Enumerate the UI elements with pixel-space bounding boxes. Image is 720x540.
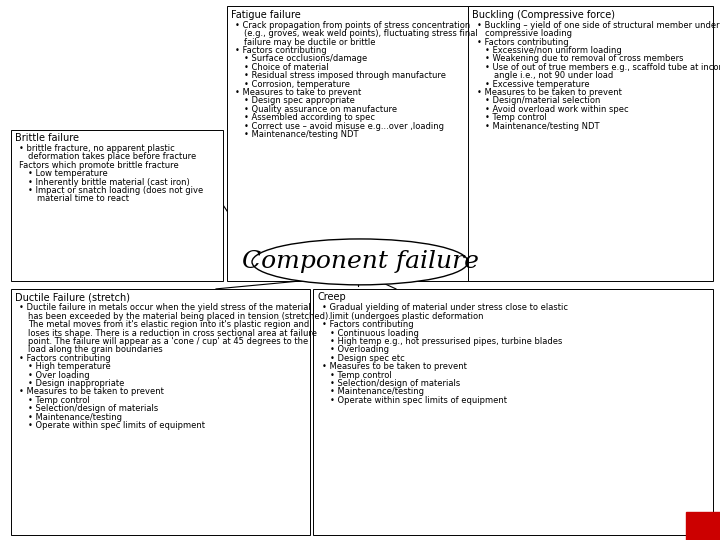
Text: • Measures to be taken to prevent: • Measures to be taken to prevent [19,387,164,396]
Text: • High temperature: • High temperature [28,362,111,371]
Text: failure may be ductile or brittle: failure may be ductile or brittle [244,38,376,46]
Text: • Design spec etc: • Design spec etc [330,354,405,363]
Text: • Buckling – yield of one side of structural member under axial: • Buckling – yield of one side of struct… [477,21,720,30]
Text: • Maintenance/testing NDT: • Maintenance/testing NDT [485,122,600,131]
Text: • Weakening due to removal of cross members: • Weakening due to removal of cross memb… [485,55,684,64]
Text: • Maintenance/testing NDT: • Maintenance/testing NDT [244,130,359,139]
Text: • Measures to take to prevent: • Measures to take to prevent [235,88,361,97]
Text: • Crack propagation from points of stress concentration: • Crack propagation from points of stres… [235,21,471,30]
Text: Ductile Failure (stretch): Ductile Failure (stretch) [15,292,130,302]
Text: • Gradual yielding of material under stress close to elastic: • Gradual yielding of material under str… [322,303,568,312]
Text: material time to react: material time to react [37,194,129,204]
Bar [686,512,720,540]
Text: • Selection/design of materials: • Selection/design of materials [28,404,158,413]
Text: Brittle failure: Brittle failure [15,133,79,143]
Text: Fatigue failure: Fatigue failure [231,10,301,20]
Text: • Selection/design of materials: • Selection/design of materials [330,379,461,388]
Text: • Temp control: • Temp control [28,396,90,404]
Text: • Factors contributing: • Factors contributing [235,46,327,55]
Text: • Choice of material: • Choice of material [244,63,329,72]
Bar [227,6,490,281]
Text: The metal moves from it's elastic region into it's plastic region and: The metal moves from it's elastic region… [28,320,310,329]
Bar [11,289,310,535]
Text: • Surface occlusions/damage: • Surface occlusions/damage [244,55,367,64]
Text: compressive loading: compressive loading [485,29,572,38]
Text: Factors which promote brittle fracture: Factors which promote brittle fracture [19,161,179,170]
Text: • Design inappropriate: • Design inappropriate [28,379,125,388]
Text: • Quality assurance on manufacture: • Quality assurance on manufacture [244,105,397,114]
Text: • Temp control: • Temp control [485,113,547,122]
Text: • Measures to be taken to prevent: • Measures to be taken to prevent [322,362,467,371]
Text: • Measures to be taken to prevent: • Measures to be taken to prevent [477,88,621,97]
Text: • Low temperature: • Low temperature [28,169,108,178]
Text: • Avoid overload work within spec: • Avoid overload work within spec [485,105,629,114]
Text: Component failure: Component failure [242,251,478,273]
Text: • Design/material selection: • Design/material selection [485,97,600,105]
Text: • Continuous loading: • Continuous loading [330,328,419,338]
Text: • Maintenance/testing: • Maintenance/testing [28,413,122,422]
Bar [313,289,713,535]
Text: • Inherently brittle material (cast iron): • Inherently brittle material (cast iron… [28,178,190,187]
Text: has been exceeded by the material being placed in tension (stretched).: has been exceeded by the material being … [28,312,331,321]
Text: • Factors contributing: • Factors contributing [477,38,568,46]
Text: • Use of out of true members e.g., scaffold tube at incorrect: • Use of out of true members e.g., scaff… [485,63,720,72]
Text: load along the grain boundaries: load along the grain boundaries [28,345,163,354]
Text: • Factors contributing: • Factors contributing [322,320,413,329]
Text: deformation takes place before fracture: deformation takes place before fracture [28,152,197,161]
Text: • High temp e.g., hot pressurised pipes, turbine blades: • High temp e.g., hot pressurised pipes,… [330,337,563,346]
Text: (e.g., groves, weak weld points), fluctuating stress final: (e.g., groves, weak weld points), fluctu… [244,29,478,38]
Text: angle i.e., not 90 under load: angle i.e., not 90 under load [494,71,613,80]
Text: • Factors contributing: • Factors contributing [19,354,111,363]
Text: • Ductile failure in metals occur when the yield stress of the material: • Ductile failure in metals occur when t… [19,303,311,312]
Ellipse shape [252,239,468,285]
Text: • Design spec appropriate: • Design spec appropriate [244,97,355,105]
Text: • brittle fracture, no apparent plastic: • brittle fracture, no apparent plastic [19,144,175,153]
Text: • Residual stress imposed through manufacture: • Residual stress imposed through manufa… [244,71,446,80]
Bar [11,130,223,281]
Text: Creep: Creep [318,292,346,302]
Text: • Operate within spec limits of equipment: • Operate within spec limits of equipmen… [28,421,205,430]
Text: • Operate within spec limits of equipment: • Operate within spec limits of equipmen… [330,396,508,404]
Text: • Impact or snatch loading (does not give: • Impact or snatch loading (does not giv… [28,186,203,195]
Text: Buckling (Compressive force): Buckling (Compressive force) [472,10,616,20]
Text: • Maintenance/testing: • Maintenance/testing [330,387,425,396]
Text: loses its shape. There is a reduction in cross sectional area at failure: loses its shape. There is a reduction in… [28,328,317,338]
Text: • Over loading: • Over loading [28,370,90,380]
Bar [468,6,713,281]
Text: point. The failure will appear as a 'cone / cup' at 45 degrees to the: point. The failure will appear as a 'con… [28,337,308,346]
Text: • Overloading: • Overloading [330,345,390,354]
Text: • Assembled according to spec: • Assembled according to spec [244,113,375,122]
Text: • Excessive/non uniform loading: • Excessive/non uniform loading [485,46,622,55]
Text: • Excessive temperature: • Excessive temperature [485,80,590,89]
Text: • Correct use – avoid misuse e.g...over ,loading: • Correct use – avoid misuse e.g...over … [244,122,444,131]
Text: limit (undergoes plastic deformation: limit (undergoes plastic deformation [330,312,484,321]
Text: • Corrosion, temperature: • Corrosion, temperature [244,80,350,89]
Text: • Temp control: • Temp control [330,370,392,380]
